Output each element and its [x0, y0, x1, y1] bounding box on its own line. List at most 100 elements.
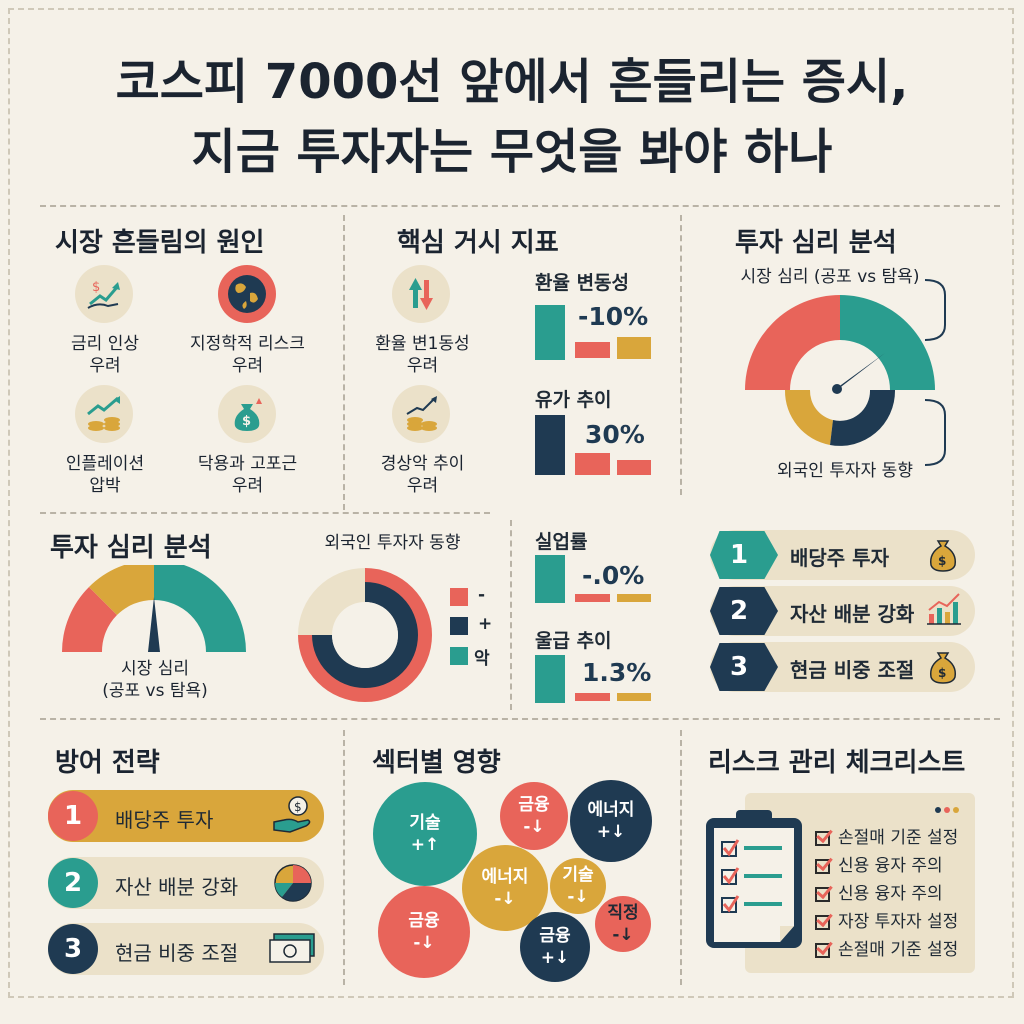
sector-sign: -↓	[494, 889, 516, 909]
gauge-needle	[148, 597, 160, 652]
checklist-item[interactable]: 자장 투자자 설정	[815, 907, 958, 932]
divider	[510, 520, 512, 710]
sector-name: 금융	[408, 911, 440, 931]
causes-heading: 시장 흔들림의 원인	[55, 228, 265, 258]
legend-label-2: 악	[474, 649, 490, 669]
cause-label-2: 인플레이션 압박	[65, 454, 145, 496]
donut-segment-navy	[312, 582, 418, 688]
macro-label-1: 경상악 추이 우려	[380, 454, 465, 496]
checklist-item[interactable]: 손절매 기준 설정	[815, 823, 958, 848]
sector-sign: -↓	[413, 933, 435, 953]
checkbox-checked[interactable]	[815, 831, 830, 846]
exchange-arrows-icon	[392, 265, 450, 323]
money-bag-icon: $	[929, 540, 957, 572]
gauge-segment-greed	[154, 565, 246, 652]
sectors-heading: 섹터별 영향	[372, 748, 501, 778]
legend-swatch-navy	[450, 617, 468, 635]
chevron-number-1: 1	[710, 531, 778, 579]
cause-label-0: 금리 인상 우려	[71, 334, 139, 376]
sector-bubble: 금융 -↓	[378, 886, 470, 978]
sentiment-right-gauge	[745, 295, 935, 446]
divider	[40, 205, 1000, 207]
sector-sign: +↓	[596, 822, 626, 842]
defense-heading: 방어 전략	[55, 748, 160, 778]
sector-bubble: 금융 -↓	[500, 782, 568, 850]
indicator-label-1: 유가 추이	[535, 389, 612, 411]
sector-bubble: 직정 -↓	[595, 896, 651, 952]
sector-sign: +↑	[410, 835, 440, 855]
gauge-segment-mustard	[784, 390, 833, 445]
defense-label-2: 현금 비중 조절	[115, 941, 239, 965]
page-title-line1: 코스피 7000선 앞에서 흔들리는 증시,	[115, 54, 909, 110]
indicator-bar	[575, 594, 610, 602]
page-title-line2: 지금 투자자는 무엇을 봐야 하나	[191, 124, 833, 180]
chevron-label-2: 현금 비중 조절	[790, 658, 915, 682]
defense-number-1: 1	[48, 791, 98, 841]
macro-heading: 핵심 거시 지표	[397, 228, 559, 258]
defense-label-1: 자산 배분 강화	[115, 875, 239, 899]
checklist-item-label: 손절매 기준 설정	[838, 940, 959, 960]
sector-sign: -↓	[567, 887, 589, 907]
checkbox-checked[interactable]	[815, 943, 830, 958]
sector-bubble: 금융 +↓	[520, 912, 590, 982]
inflation-chart-icon	[75, 385, 133, 443]
foreign-investor-donut	[298, 568, 432, 702]
checkbox-checked[interactable]	[815, 887, 830, 902]
checklist-item-label: 신용 융자 주의	[838, 884, 943, 904]
legend-label-0: -	[478, 585, 486, 605]
indicator-bar	[617, 337, 651, 359]
sector-name: 금융	[539, 926, 571, 946]
clipboard-icon	[706, 810, 802, 948]
indicator-value-0: -10%	[578, 302, 649, 331]
sector-bubble: 기술 +↑	[373, 782, 477, 886]
indicator-value-2: -.0%	[582, 561, 645, 590]
checkbox-checked[interactable]	[815, 915, 830, 930]
divider	[680, 730, 682, 985]
gauge-segment-greed	[840, 295, 935, 390]
indicator-value-3: 1.3%	[582, 658, 652, 687]
svg-text:$: $	[938, 666, 946, 680]
gauge-segment-navy	[830, 390, 896, 446]
indicator-bar	[617, 594, 651, 602]
globe-icon	[218, 265, 276, 323]
checklist-item[interactable]: 신용 융자 주의	[815, 851, 943, 876]
checklist-item-label: 손절매 기준 설정	[838, 828, 959, 848]
chevron-label-0: 배당주 투자	[790, 546, 889, 570]
svg-text:$: $	[242, 414, 251, 429]
sentiment-left-gauge	[62, 565, 246, 652]
page-frame	[8, 8, 1014, 998]
indicator-bar	[535, 415, 565, 475]
checklist-heading: 리스크 관리 체크리스트	[708, 748, 966, 778]
indicator-bar	[575, 453, 610, 475]
money-bag-icon: $	[218, 385, 276, 443]
bracket-connector	[925, 279, 946, 466]
sector-sign: +↓	[540, 948, 570, 968]
indicator-bar	[535, 555, 565, 603]
cash-bill-icon	[269, 933, 315, 963]
sector-name: 직정	[607, 903, 639, 923]
rate-hike-icon: $	[75, 265, 133, 323]
sentiment-right-gauge-label: 시장 심리 (공포 vs 탐욕)	[740, 267, 920, 287]
sector-name: 금융	[518, 795, 550, 815]
indicator-bar	[617, 460, 651, 475]
sector-bubble: 에너지 -↓	[462, 845, 548, 931]
sentiment-left-heading: 투자 심리 분석	[50, 533, 212, 563]
sector-name: 기술	[409, 813, 441, 833]
sentiment-left-gauge-label: 시장 심리 (공포 vs 탐욕)	[102, 659, 208, 701]
checklist-item[interactable]: 신용 융자 주의	[815, 879, 943, 904]
indicator-label-0: 환율 변동성	[535, 272, 630, 294]
sector-name: 에너지	[587, 800, 635, 820]
indicator-bar	[575, 693, 610, 701]
gauge-segment-fear	[62, 587, 117, 652]
defense-label-0: 배당주 투자	[115, 808, 214, 832]
donut-title: 외국인 투자자 동향	[324, 533, 461, 553]
gauge-segment-mustard	[89, 565, 154, 615]
indicator-label-3: 울급 추이	[535, 630, 612, 652]
gauge-segment-fear	[745, 295, 840, 390]
defense-number-2: 2	[48, 858, 98, 908]
checklist-item[interactable]: 손절매 기준 설정	[815, 935, 958, 960]
checklist-item-label: 신용 융자 주의	[838, 856, 943, 876]
checkbox-checked[interactable]	[815, 859, 830, 874]
macro-label-0: 환율 변1동성 우려	[375, 334, 470, 376]
chevron-number-3: 3	[710, 643, 778, 691]
